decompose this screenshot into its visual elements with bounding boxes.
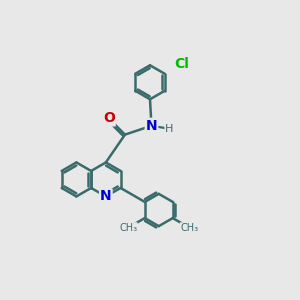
Text: Cl: Cl: [174, 57, 189, 71]
Text: O: O: [103, 111, 115, 125]
Text: N: N: [100, 189, 112, 203]
Text: N: N: [146, 119, 157, 133]
Text: CH₃: CH₃: [180, 223, 198, 232]
Text: H: H: [165, 124, 173, 134]
Text: CH₃: CH₃: [119, 223, 137, 232]
